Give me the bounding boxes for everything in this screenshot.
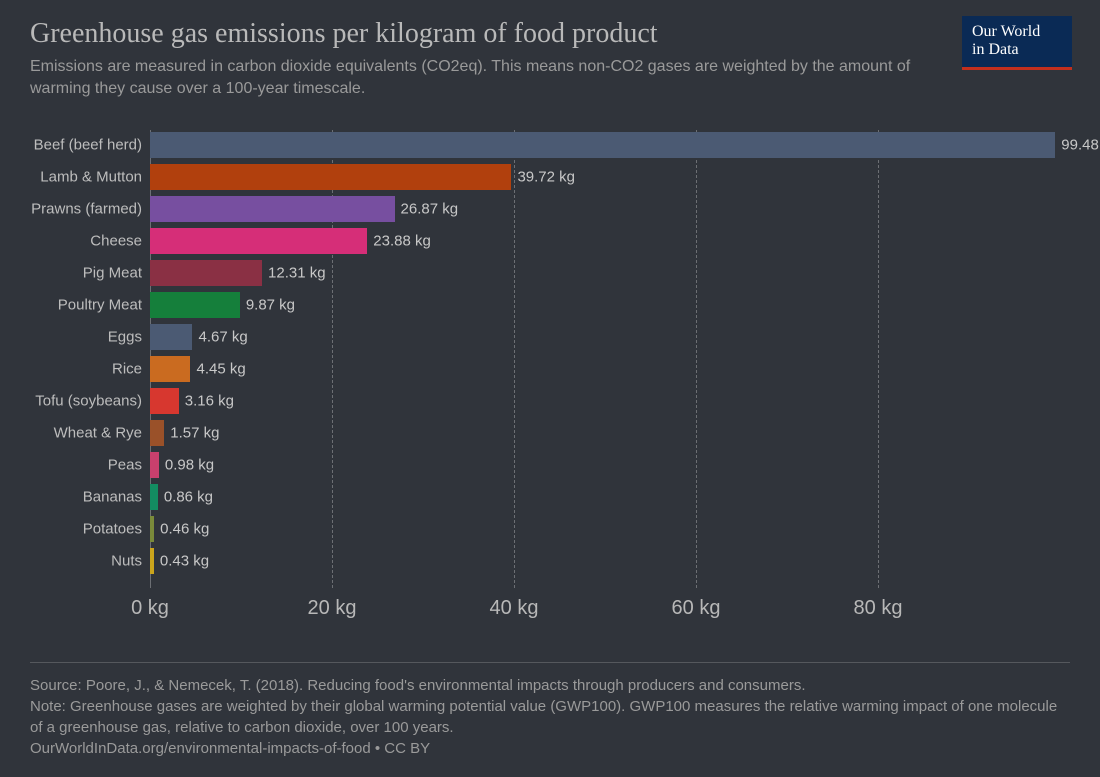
logo-line2: in Data — [972, 41, 1019, 58]
footer-note: Note: Greenhouse gases are weighted by t… — [30, 696, 1070, 738]
x-axis-label: 40 kg — [490, 597, 539, 620]
value-label: 39.72 kg — [517, 169, 575, 186]
footer-credit: OurWorldInData.org/environmental-impacts… — [30, 738, 1070, 759]
logo-underline — [962, 67, 1072, 70]
bar-row: Wheat & Rye1.57 kg — [150, 418, 1060, 448]
category-label: Eggs — [108, 329, 142, 346]
chart-subtitle: Emissions are measured in carbon dioxide… — [30, 56, 930, 99]
footer-source: Source: Poore, J., & Nemecek, T. (2018).… — [30, 675, 1070, 696]
bar-row: Peas0.98 kg — [150, 450, 1060, 480]
value-label: 0.98 kg — [165, 457, 214, 474]
value-label: 9.87 kg — [246, 297, 295, 314]
value-label: 0.86 kg — [164, 489, 213, 506]
bar-row: Beef (beef herd)99.48 kg — [150, 130, 1060, 160]
bar-row: Prawns (farmed)26.87 kg — [150, 194, 1060, 224]
bar-row: Eggs4.67 kg — [150, 322, 1060, 352]
owid-logo: Our World in Data — [962, 16, 1072, 69]
bar — [150, 516, 154, 542]
x-axis-label: 80 kg — [854, 597, 903, 620]
value-label: 26.87 kg — [401, 201, 459, 218]
category-label: Wheat & Rye — [54, 425, 142, 442]
value-label: 0.43 kg — [160, 553, 209, 570]
bar — [150, 228, 367, 254]
bar — [150, 388, 179, 414]
bar-row: Bananas0.86 kg — [150, 482, 1060, 512]
value-label: 1.57 kg — [170, 425, 219, 442]
bar — [150, 356, 190, 382]
category-label: Lamb & Mutton — [40, 169, 142, 186]
bar-row: Potatoes0.46 kg — [150, 514, 1060, 544]
category-label: Tofu (soybeans) — [35, 393, 142, 410]
value-label: 99.48 kg — [1061, 137, 1100, 154]
x-axis-label: 20 kg — [308, 597, 357, 620]
category-label: Beef (beef herd) — [34, 137, 142, 154]
bar-row: Rice4.45 kg — [150, 354, 1060, 384]
bar-row: Tofu (soybeans)3.16 kg — [150, 386, 1060, 416]
chart-footer: Source: Poore, J., & Nemecek, T. (2018).… — [30, 662, 1070, 759]
value-label: 3.16 kg — [185, 393, 234, 410]
category-label: Poultry Meat — [58, 297, 142, 314]
chart-header: Greenhouse gas emissions per kilogram of… — [0, 0, 1100, 109]
x-axis-label: 0 kg — [131, 597, 169, 620]
x-axis-label: 60 kg — [672, 597, 721, 620]
bar — [150, 452, 159, 478]
bar — [150, 132, 1055, 158]
value-label: 4.45 kg — [196, 361, 245, 378]
bar — [150, 164, 511, 190]
category-label: Rice — [112, 361, 142, 378]
value-label: 0.46 kg — [160, 521, 209, 538]
bar — [150, 484, 158, 510]
bar — [150, 260, 262, 286]
chart-area: 0 kg 20 kg 40 kg 60 kg 80 kg Beef (beef herd)… — [30, 130, 1070, 660]
bar-row: Pig Meat12.31 kg — [150, 258, 1060, 288]
bar — [150, 292, 240, 318]
value-label: 4.67 kg — [198, 329, 247, 346]
bar-row: Poultry Meat9.87 kg — [150, 290, 1060, 320]
value-label: 23.88 kg — [373, 233, 431, 250]
category-label: Nuts — [111, 553, 142, 570]
category-label: Bananas — [83, 489, 142, 506]
value-label: 12.31 kg — [268, 265, 326, 282]
bar — [150, 420, 164, 446]
category-label: Cheese — [90, 233, 142, 250]
bar — [150, 548, 154, 574]
category-label: Peas — [108, 457, 142, 474]
category-label: Pig Meat — [83, 265, 142, 282]
bar — [150, 196, 395, 222]
plot-area: 0 kg20 kg40 kg60 kg80 kgBeef (beef herd)… — [150, 130, 1060, 618]
chart-title: Greenhouse gas emissions per kilogram of… — [30, 18, 1070, 50]
bar — [150, 324, 192, 350]
logo-line1: Our World — [972, 23, 1040, 40]
category-label: Potatoes — [83, 521, 142, 538]
category-label: Prawns (farmed) — [31, 201, 142, 218]
bar-row: Cheese23.88 kg — [150, 226, 1060, 256]
bar-row: Lamb & Mutton39.72 kg — [150, 162, 1060, 192]
bar-row: Nuts0.43 kg — [150, 546, 1060, 576]
